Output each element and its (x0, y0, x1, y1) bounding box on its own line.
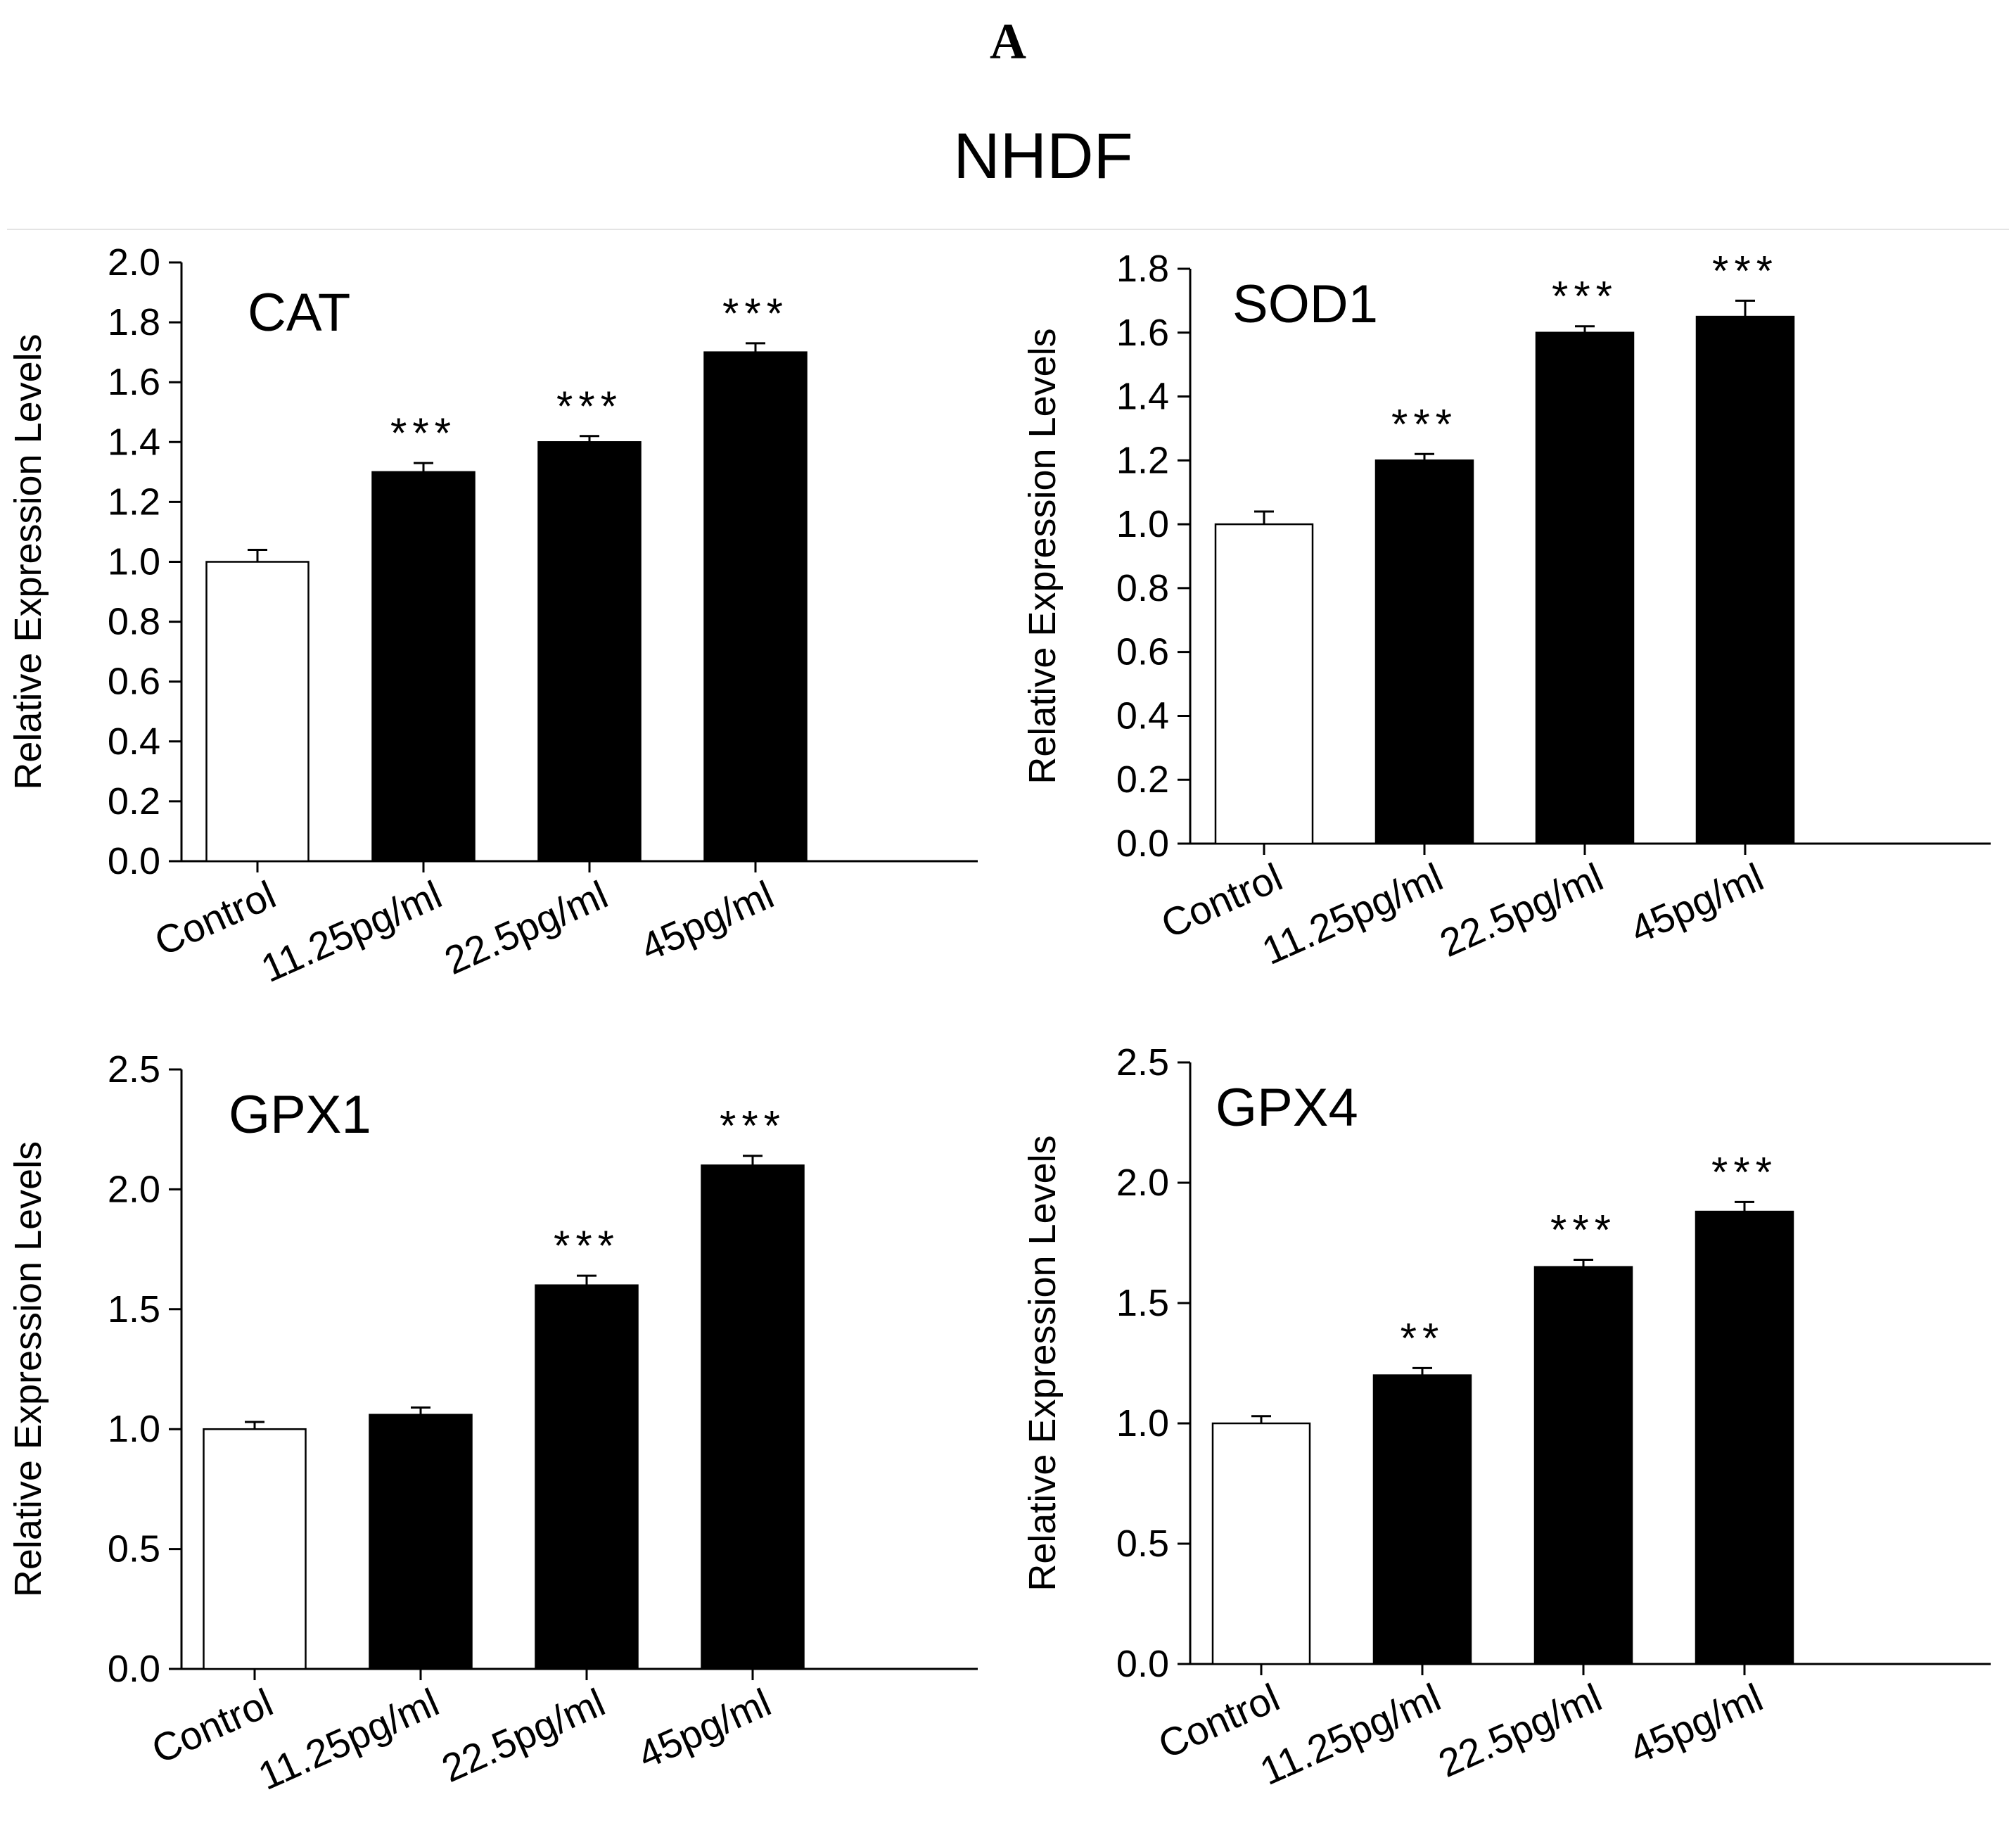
y-tick-label: 1.0 (108, 541, 160, 583)
bar (369, 1414, 473, 1670)
y-tick-label: 2.5 (1116, 1041, 1169, 1084)
bar (1535, 331, 1635, 845)
y-tick-label: 0.0 (1116, 1643, 1169, 1685)
x-tick-label: 45pg/ml (631, 1679, 777, 1777)
significance-marker: *** (720, 1103, 786, 1150)
bar (1211, 1422, 1311, 1665)
bar (1214, 523, 1314, 845)
y-tick-label: 2.0 (1116, 1162, 1169, 1204)
significance-marker: *** (556, 383, 623, 430)
y-tick-label: 2.0 (108, 241, 160, 284)
chart-title: GPX1 (229, 1085, 371, 1145)
figure-title: NHDF (953, 120, 1133, 192)
y-tick-label: 0.5 (1116, 1523, 1169, 1565)
y-tick-label: 0.8 (1116, 567, 1169, 609)
bar (205, 561, 310, 863)
x-tick-label: 11.25pg/ml (1256, 854, 1449, 973)
chart-gpx4: 0.0 0.5 1.0 1.5 2.0 2.5 Relative Expression Le… (1021, 1041, 1991, 1793)
bar (537, 441, 642, 863)
y-tick-label: 2.5 (108, 1048, 160, 1091)
significance-marker: *** (390, 409, 457, 457)
y-tick-label: 1.5 (108, 1288, 160, 1330)
bar (203, 1428, 307, 1670)
significance-marker: *** (722, 290, 789, 337)
bar (1695, 1210, 1794, 1665)
chart-title: SOD1 (1232, 274, 1378, 334)
y-tick-label: 0.0 (108, 840, 160, 882)
significance-marker: *** (1552, 273, 1618, 320)
chart-title: CAT (248, 283, 350, 343)
chart-cat: 0.0 0.2 0.4 0.6 0.8 1.0 1.2 1.4 1.6 1.8 2.0 Relativ… (7, 241, 978, 991)
y-tick-label: 1.6 (1116, 312, 1169, 354)
x-tick-label: 11.25pg/ml (255, 872, 448, 991)
significance-marker: *** (1711, 1148, 1778, 1195)
y-tick-label: 0.6 (108, 661, 160, 703)
y-tick-label: 0.2 (108, 780, 160, 822)
y-tick-label: 0.2 (1116, 758, 1169, 801)
y-tick-label: 1.5 (1116, 1282, 1169, 1324)
frame-divider (7, 229, 2009, 230)
bar (701, 1164, 805, 1670)
significance-marker: *** (1391, 400, 1457, 447)
y-tick-label: 1.8 (1116, 248, 1169, 290)
bar (371, 471, 476, 863)
y-tick-label: 0.0 (108, 1648, 160, 1690)
significance-marker: *** (1712, 247, 1778, 294)
y-axis-label: Relative Expression Levels (1021, 1135, 1064, 1591)
y-axis-label: Relative Expression Levels (7, 334, 49, 789)
y-tick-label: 1.4 (108, 421, 160, 463)
y-tick-label: 0.8 (108, 601, 160, 643)
x-tick-label: 45pg/ml (634, 872, 780, 970)
bar (1695, 315, 1795, 845)
chart-gpx1: 0.0 0.5 1.0 1.5 2.0 2.5 Relative Expression Le… (7, 1048, 978, 1798)
y-tick-label: 0.5 (108, 1528, 160, 1570)
x-tick-label: 45pg/ml (1623, 854, 1770, 952)
y-tick-label: 0.4 (1116, 694, 1169, 737)
y-tick-label: 0.0 (1116, 822, 1169, 865)
x-tick-label: 22.5pg/ml (1432, 1675, 1608, 1786)
x-tick-label: 22.5pg/ml (435, 1679, 611, 1791)
y-tick-label: 0.6 (1116, 631, 1169, 673)
bar (535, 1284, 639, 1670)
y-tick-label: 1.8 (108, 301, 160, 343)
y-tick-label: 2.0 (108, 1168, 160, 1210)
y-tick-label: 1.2 (1116, 439, 1169, 481)
chart-title: GPX4 (1216, 1078, 1358, 1138)
y-tick-label: 1.2 (108, 481, 160, 523)
bar (1374, 459, 1474, 845)
panel-letter: A (990, 13, 1026, 70)
x-tick-label: 11.25pg/ml (1253, 1675, 1447, 1793)
bar (1372, 1374, 1472, 1665)
significance-marker: ** (1401, 1314, 1445, 1361)
x-tick-label: 22.5pg/ml (1434, 854, 1609, 965)
y-tick-label: 0.4 (108, 720, 160, 763)
chart-sod1: 0.0 0.2 0.4 0.6 0.8 1.0 1.2 1.4 1.6 1.8 Relative E… (1021, 247, 1991, 973)
y-axis-label: Relative Expression Levels (7, 1141, 49, 1597)
x-tick-label: 45pg/ml (1623, 1675, 1769, 1772)
y-tick-label: 1.0 (1116, 503, 1169, 545)
y-tick-label: 1.0 (1116, 1402, 1169, 1444)
x-tick-label: 22.5pg/ml (438, 872, 614, 983)
bar (703, 351, 808, 863)
y-tick-label: 1.4 (1116, 376, 1169, 418)
bar (1533, 1266, 1633, 1665)
significance-marker: *** (1550, 1206, 1616, 1253)
y-tick-label: 1.6 (108, 361, 160, 403)
x-tick-label: 11.25pg/ml (252, 1679, 445, 1798)
significance-marker: *** (554, 1222, 620, 1269)
y-tick-label: 1.0 (108, 1408, 160, 1450)
y-axis-label: Relative Expression Levels (1021, 328, 1064, 784)
